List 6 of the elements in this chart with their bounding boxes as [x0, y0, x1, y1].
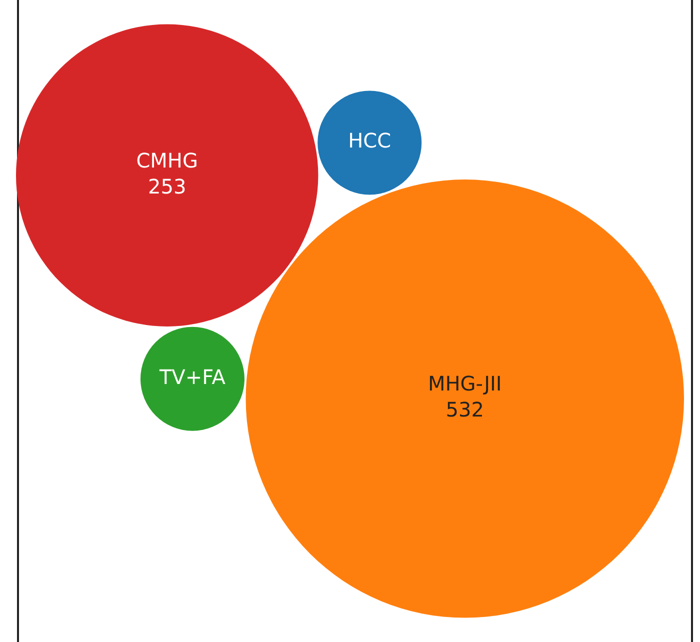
category-label: MHG-JII [428, 372, 502, 396]
category-label: CMHG [136, 148, 198, 172]
category-label: TV+FA [158, 364, 226, 389]
category-label: HCC [348, 128, 392, 153]
data-label: 532 [446, 398, 484, 422]
data-label: 253 [148, 174, 186, 198]
